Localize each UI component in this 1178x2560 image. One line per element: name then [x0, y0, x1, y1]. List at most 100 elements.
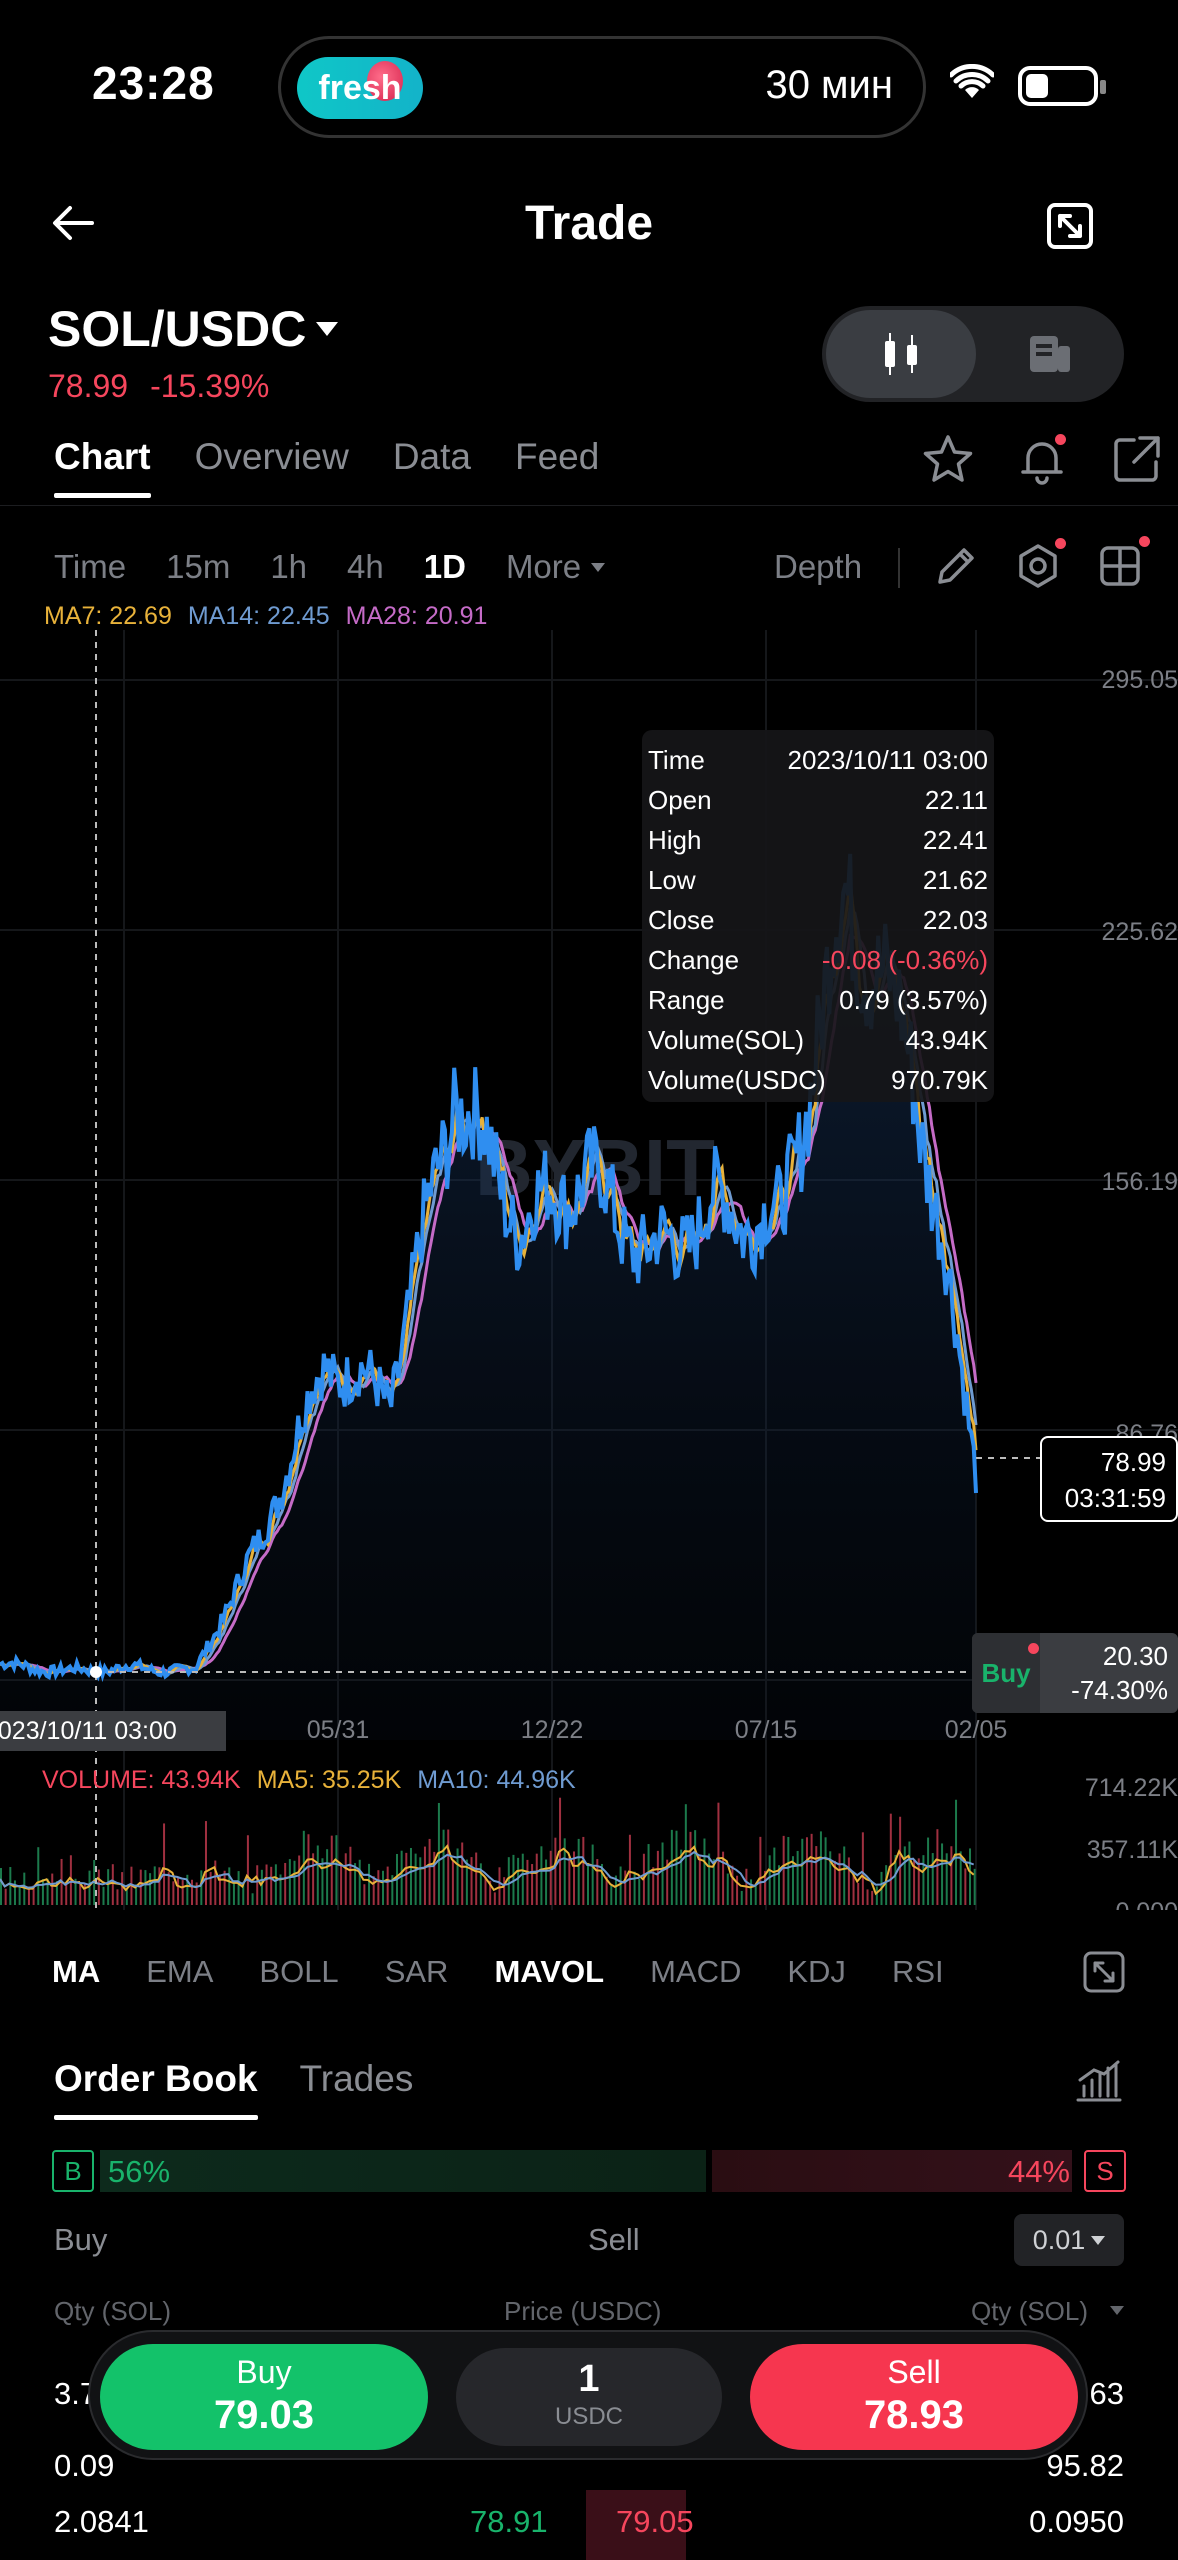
candlestick-mode-button[interactable] [826, 310, 976, 398]
pair-name[interactable]: SOL/USDC [48, 301, 307, 357]
crosshair-pct: -74.30% [1071, 1675, 1168, 1705]
candle-countdown: 03:31:59 [1064, 1483, 1166, 1513]
indicator-mavol[interactable]: MAVOL [494, 1954, 605, 1989]
fullscreen-button[interactable] [1046, 202, 1094, 250]
volume-bar [885, 1865, 888, 1905]
share-icon[interactable] [1108, 432, 1164, 488]
crosshair-price-tag[interactable]: Buy 20.30 -74.30% [972, 1633, 1178, 1713]
bid-qty: 0.09 [54, 2448, 115, 2483]
ask-depth-bar [586, 2490, 686, 2560]
volume-bar [899, 1816, 902, 1905]
volume-bar [260, 1869, 263, 1905]
volume-ma10-line [0, 1850, 975, 1889]
indicator-macd[interactable]: MACD [650, 1954, 742, 1989]
tab-data[interactable]: Data [392, 436, 471, 477]
bell-icon[interactable] [1014, 432, 1070, 488]
volume-bar [65, 1884, 68, 1905]
volume-bar [791, 1856, 794, 1905]
tab-chart[interactable]: Chart [54, 436, 151, 498]
ma7-value: MA7: 22.69 [44, 602, 172, 630]
tab-feed[interactable]: Feed [514, 436, 600, 477]
tf-4h[interactable]: 4h [347, 548, 384, 585]
volume-bar [344, 1853, 347, 1905]
wifi-icon [948, 63, 996, 105]
date-axis-label: 02/05 [945, 1716, 1008, 1744]
indicator-boll[interactable]: BOLL [259, 1954, 339, 1989]
volume-bar [377, 1870, 380, 1905]
sell-button[interactable]: Sell 78.93 [750, 2344, 1078, 2450]
tab-order-book[interactable]: Order Book [54, 2058, 258, 2120]
settings-icon[interactable] [1014, 538, 1066, 590]
tooltip-row: Open 22.11 [648, 780, 988, 820]
status-time: 23:28 [92, 57, 215, 109]
volume-axis-label: 714.22K [1085, 1774, 1178, 1802]
tooltip-value: 970.79K [891, 1065, 988, 1095]
volume-bar [917, 1858, 920, 1905]
buy-button[interactable]: Buy 79.03 [100, 2344, 428, 2450]
tf-15m[interactable]: 15m [166, 548, 231, 585]
volume-bar [265, 1864, 268, 1905]
col-price: Price (USDC) [504, 2296, 662, 2326]
table-row[interactable]: 2.0841 78.91 79.05 0.0950 [54, 2494, 1124, 2550]
depth-chart-icon[interactable] [1074, 2056, 1124, 2106]
price-step-select[interactable]: 0.01 [1014, 2214, 1124, 2266]
indicator-bar: MA EMA BOLL SAR MAVOL MACD KDJ RSI [52, 1954, 990, 1990]
caret-down-icon[interactable] [316, 322, 338, 336]
tooltip-value: 22.41 [922, 825, 988, 855]
timeframe-bar: Time 15m 1h 4h 1D More [54, 548, 645, 586]
back-button[interactable] [48, 198, 98, 248]
tf-time[interactable]: Time [54, 548, 127, 585]
indicator-kdj[interactable]: KDJ [787, 1954, 846, 1989]
indicator-settings-button[interactable] [1082, 1950, 1126, 1994]
price-axis-label: 295.05 [1102, 666, 1178, 694]
tooltip-key: Close [648, 905, 715, 935]
volume-bar [903, 1846, 906, 1905]
sell-button-price: 78.93 [863, 2393, 965, 2437]
volume-bar [684, 1804, 687, 1905]
indicator-ma[interactable]: MA [52, 1954, 101, 1989]
chart-mode-toggle[interactable] [822, 306, 1124, 402]
tab-trades[interactable]: Trades [299, 2058, 414, 2099]
volume-bar [549, 1850, 552, 1905]
volume-bar [628, 1834, 631, 1905]
tf-1d[interactable]: 1D [423, 548, 466, 585]
sell-ratio-value: 44% [1007, 2154, 1070, 2189]
volume-bar [246, 1835, 249, 1905]
volume-ma10: MA10: 44.96K [417, 1766, 576, 1794]
indicator-ema[interactable]: EMA [146, 1954, 214, 1989]
buy-header: Buy [54, 2222, 108, 2257]
quantity-input[interactable]: 1 USDC [456, 2348, 722, 2446]
pencil-icon[interactable] [932, 542, 980, 590]
island-timer: 30 мин [765, 63, 893, 107]
volume-bar [731, 1865, 734, 1905]
volume-bar [805, 1837, 808, 1905]
depth-button[interactable]: Depth [774, 548, 863, 585]
volume-bar [969, 1848, 972, 1905]
table-row[interactable]: 0.09 95.82 [54, 2438, 1124, 2494]
indicator-sar[interactable]: SAR [384, 1954, 449, 1989]
volume-bar [810, 1833, 813, 1905]
volume-bar [573, 1851, 576, 1905]
volume-bar [568, 1857, 571, 1905]
crosshair-point [90, 1666, 102, 1678]
volume-bar [251, 1893, 254, 1905]
volume-bar [386, 1866, 389, 1905]
sort-caret-icon[interactable] [1110, 2306, 1124, 2315]
main-tabs: Chart Overview Data Feed [54, 436, 599, 498]
volume-bar [931, 1853, 934, 1905]
volume-bar [167, 1872, 170, 1905]
star-icon[interactable] [920, 432, 976, 488]
tooltip-value: 21.62 [922, 865, 988, 895]
tf-more[interactable]: More [506, 548, 605, 586]
volume-bar [563, 1838, 566, 1905]
dynamic-island[interactable]: fresh 30 мин [278, 36, 926, 138]
tooltip-key: Time [648, 745, 705, 775]
tf-1h[interactable]: 1h [270, 548, 308, 585]
trade-panel-mode-button[interactable] [1000, 326, 1100, 382]
indicator-rsi[interactable]: RSI [891, 1954, 944, 1989]
volume-bar [83, 1883, 86, 1905]
volume-bar [955, 1799, 958, 1905]
layout-icon[interactable] [1096, 536, 1150, 590]
tab-overview[interactable]: Overview [194, 436, 349, 477]
volume-bar [489, 1880, 492, 1905]
